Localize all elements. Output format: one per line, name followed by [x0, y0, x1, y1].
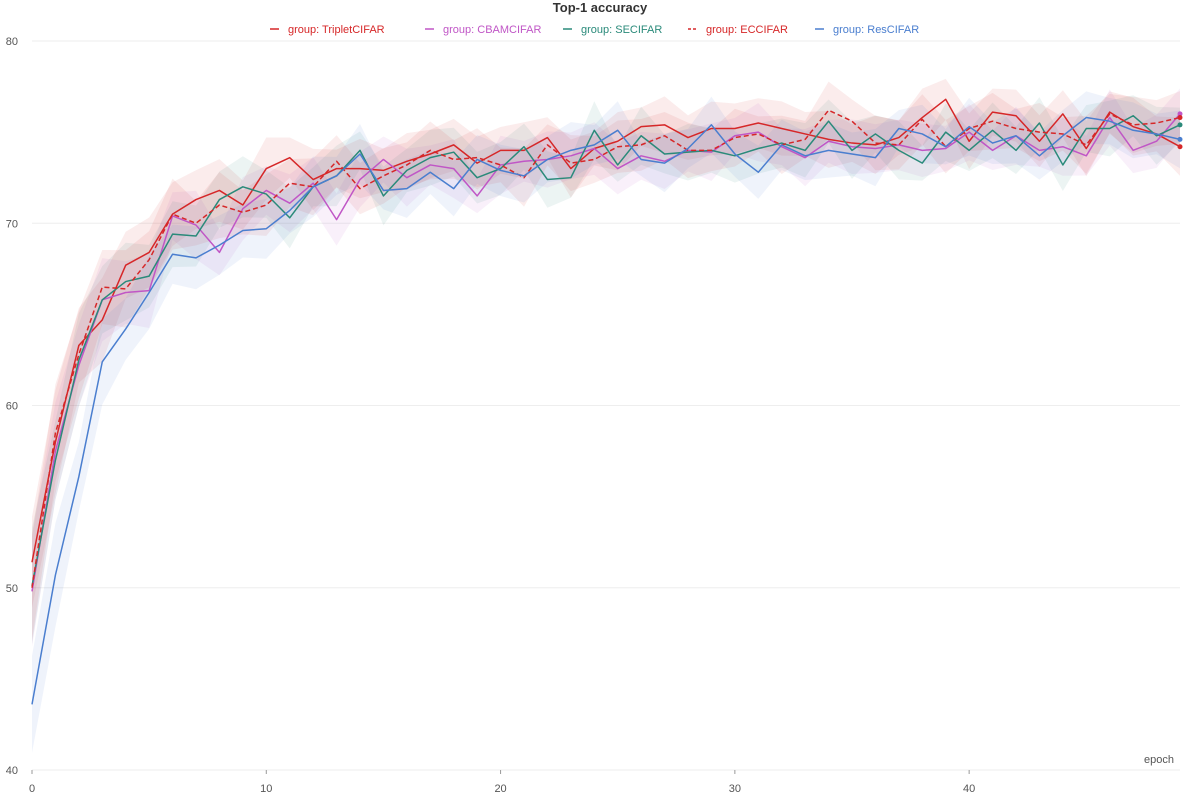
legend-item[interactable]: group: TripletCIFAR: [270, 24, 385, 36]
series-lines: [31, 98, 1183, 705]
series-line-1: [31, 113, 1181, 592]
x-tick-label: 20: [494, 783, 506, 795]
legend-label: group: ResCIFAR: [833, 24, 919, 36]
y-tick-label: 60: [6, 401, 18, 413]
x-tick-label: 30: [729, 783, 741, 795]
legend-label: group: ECCIFAR: [706, 24, 788, 36]
legend: group: TripletCIFAR group: CBAMCIFAR group…: [270, 24, 919, 36]
x-tick-label: 0: [29, 783, 35, 795]
band-2: [32, 95, 1180, 645]
y-tick-label: 40: [6, 765, 18, 777]
series-line-2: [31, 114, 1181, 587]
grid: [32, 40, 1180, 771]
x-axis-label: epoch: [1144, 754, 1174, 766]
y-tick-label: 50: [6, 583, 18, 595]
legend-label: group: TripletCIFAR: [288, 24, 385, 36]
x-tick-label: 40: [963, 783, 975, 795]
legend-label: group: CBAMCIFAR: [443, 24, 541, 36]
series-end-point: [1177, 115, 1183, 121]
band-1: [32, 88, 1180, 647]
legend-item[interactable]: group: ResCIFAR: [815, 24, 919, 36]
y-tick-label: 80: [6, 36, 18, 48]
series-end-point: [1177, 144, 1183, 150]
series-end-point: [1177, 122, 1183, 128]
y-axis-ticks: 40 50 60 70 80: [6, 36, 18, 777]
legend-item[interactable]: group: SECIFAR: [563, 24, 662, 36]
series-end-point: [1177, 136, 1183, 142]
series-line-4: [31, 116, 1181, 705]
legend-label: group: SECIFAR: [581, 24, 662, 36]
band-4: [32, 91, 1180, 753]
band-3: [32, 81, 1180, 641]
series-line-0: [31, 98, 1181, 563]
x-tick-label: 10: [260, 783, 272, 795]
series-end-point: [1177, 111, 1183, 117]
legend-item[interactable]: group: ECCIFAR: [688, 24, 788, 36]
legend-item[interactable]: group: CBAMCIFAR: [425, 24, 541, 36]
chart-title: Top-1 accuracy: [553, 0, 648, 15]
confidence-bands: [32, 78, 1180, 753]
series-line-3: [31, 109, 1181, 588]
y-tick-label: 70: [6, 218, 18, 230]
x-axis-ticks: 0 10 20 30 40: [29, 770, 975, 795]
band-0: [32, 78, 1180, 608]
